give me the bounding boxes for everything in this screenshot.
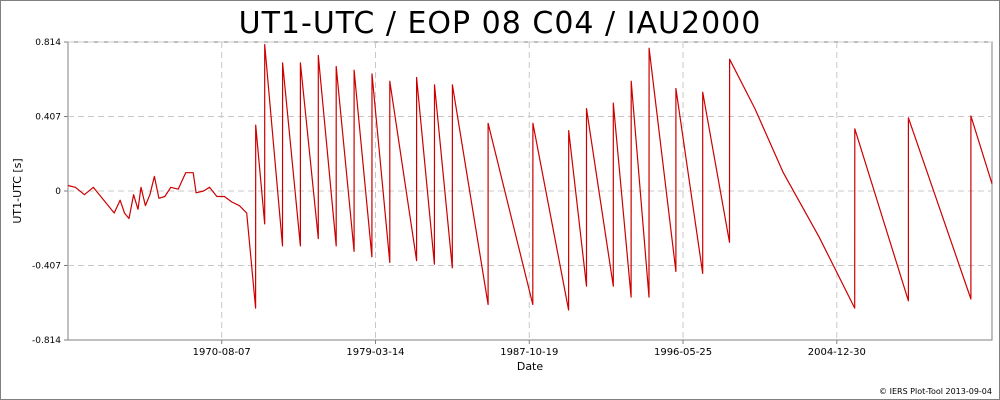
x-tick-label: 1970-08-07 [193, 347, 251, 358]
y-axis-label: UT1-UTC [s] [11, 158, 24, 223]
x-axis-label: Date [517, 360, 544, 373]
series-line [67, 44, 993, 311]
chart-title: UT1-UTC / EOP 08 C04 / IAU2000 [238, 6, 762, 41]
y-tick-label: -0.814 [32, 336, 61, 346]
y-tick-label: -0.407 [32, 262, 61, 272]
x-tick-label: 2004-12-30 [808, 347, 866, 358]
y-tick-label: 0.814 [35, 38, 61, 48]
y-tick-label: 0 [55, 187, 61, 197]
x-tick-label: 1979-03-14 [346, 347, 404, 358]
credit-text: © IERS Plot-Tool 2013-09-04 [879, 387, 992, 396]
x-tick-label: 1987-10-19 [500, 347, 558, 358]
x-tick-label: 1996-05-25 [654, 347, 712, 358]
y-tick-label: 0.407 [35, 113, 61, 123]
